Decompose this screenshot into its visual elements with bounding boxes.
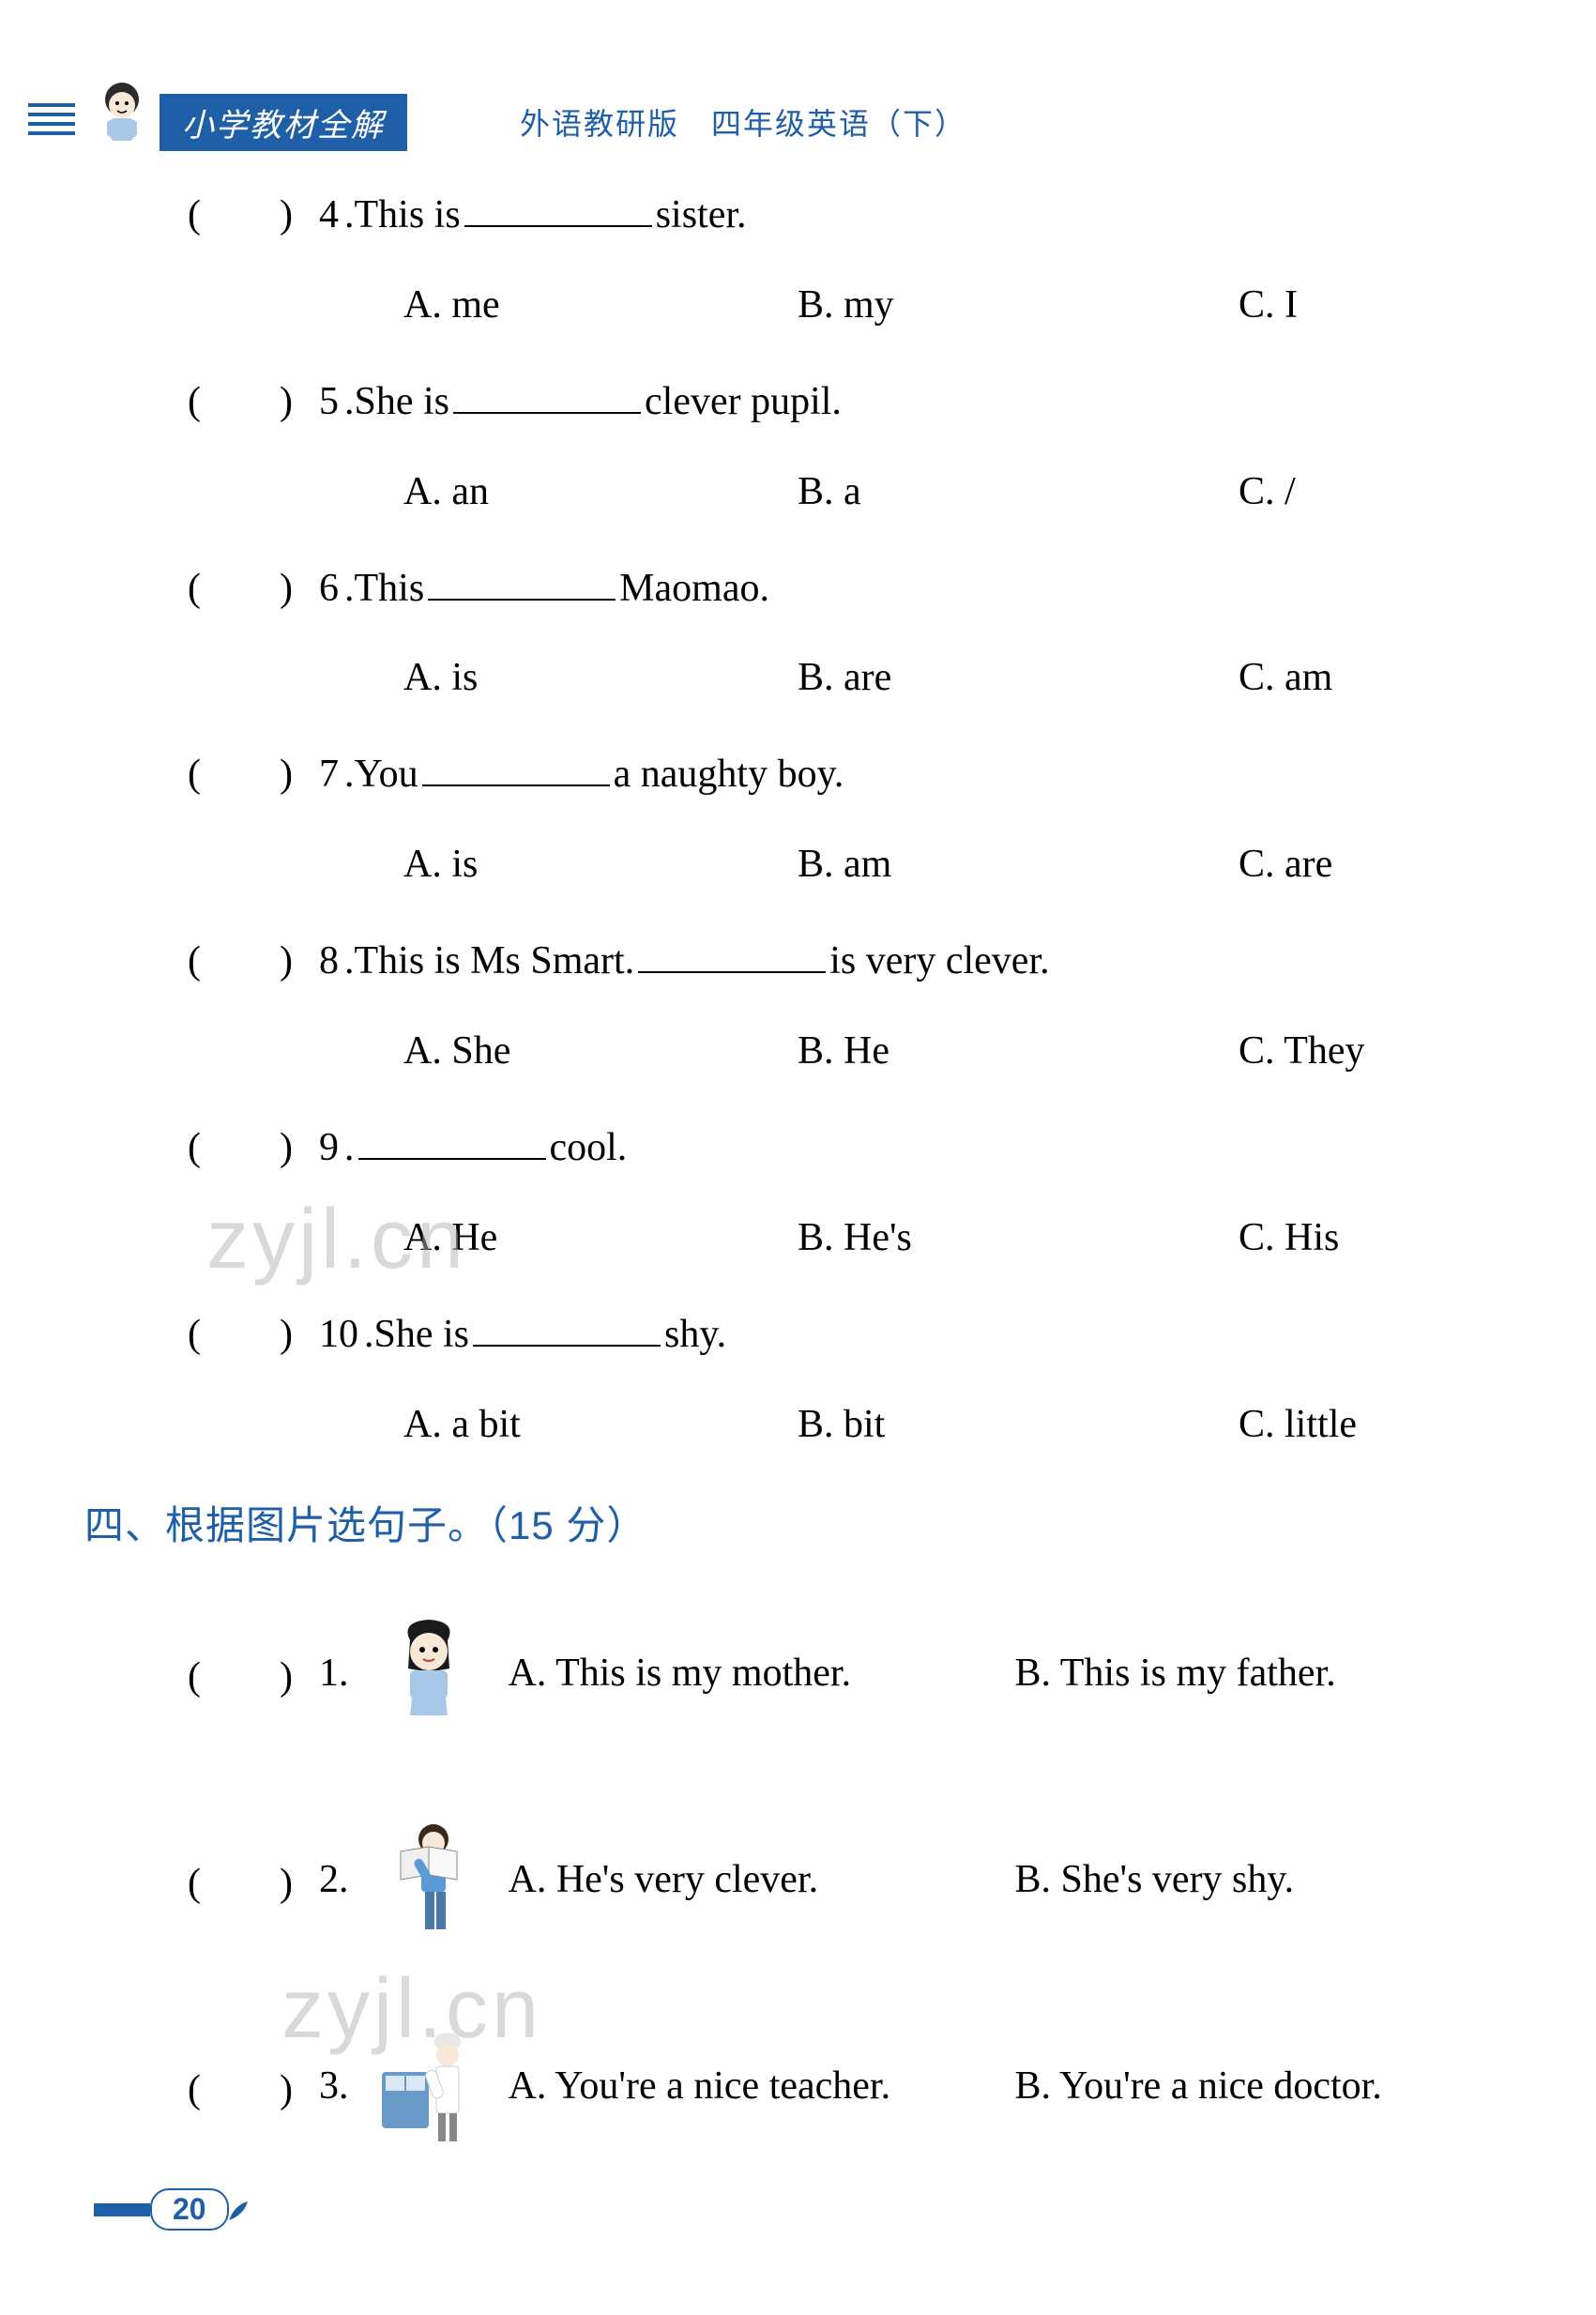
question-5: ( ) 5. She is clever pupil. A. an B. a C… <box>188 374 1483 514</box>
answer-paren[interactable]: ( ) <box>188 374 319 430</box>
punct: . <box>344 374 355 430</box>
question-text-part1: She is <box>355 374 450 430</box>
picture-question-1: ( ) 1. A. This is my mother. B. This is … <box>188 1598 1483 1748</box>
answer-paren[interactable]: ( ) <box>188 934 319 989</box>
punct: . <box>344 1120 355 1176</box>
header-title: 小学教材全解 <box>160 94 407 151</box>
fill-blank[interactable] <box>358 1124 546 1160</box>
header-decoration-lines <box>28 103 75 141</box>
question-4: ( ) 4. This is sister. A. me B. my C. I <box>188 188 1483 327</box>
question-text-part1: She is <box>374 1307 470 1363</box>
option-c[interactable]: C. are <box>1239 842 1332 887</box>
option-a[interactable]: A. This is my mother. <box>509 1651 1015 1696</box>
question-text-part2: is very clever. <box>829 934 1049 989</box>
picture-question-2: ( ) 2. A. He's very clever. B. She's ver… <box>188 1805 1483 1955</box>
page-number: 20 <box>150 2188 229 2231</box>
picture-question-3: ( ) 3. A. You're a nice teacher. B. You'… <box>188 2011 1483 2161</box>
question-text-part1: You <box>355 747 418 802</box>
punct: . <box>344 561 355 617</box>
answer-paren[interactable]: ( ) <box>188 1850 319 1908</box>
leaf-icon <box>225 2196 253 2224</box>
fill-blank[interactable] <box>453 378 641 414</box>
answer-paren[interactable]: ( ) <box>188 188 319 243</box>
option-a[interactable]: A. a bit <box>403 1402 798 1447</box>
question-text-part2: shy. <box>664 1307 726 1363</box>
question-text-part2: clever pupil. <box>645 374 842 430</box>
question-number: 2. <box>319 1857 349 1902</box>
punct: . <box>364 1307 374 1363</box>
answer-paren[interactable]: ( ) <box>188 561 319 617</box>
question-text-part1: This is <box>355 188 461 243</box>
fill-blank[interactable] <box>464 191 652 227</box>
page-number-container: 20 <box>94 2188 253 2231</box>
page-header: 小学教材全解 外语教研版 四年级英语（下） <box>28 84 1568 160</box>
fill-blank[interactable] <box>638 937 826 973</box>
girl-image-icon <box>368 1598 490 1748</box>
answer-paren[interactable]: ( ) <box>188 747 319 802</box>
option-a[interactable]: A. He <box>403 1215 798 1260</box>
question-number: 4 <box>319 188 339 243</box>
option-b[interactable]: B. He's <box>798 1215 1239 1260</box>
option-c[interactable]: C. They <box>1239 1028 1365 1074</box>
option-a[interactable]: A. me <box>403 282 798 327</box>
punct: . <box>344 747 355 802</box>
main-content: ( ) 4. This is sister. A. me B. my C. I … <box>188 188 1483 2217</box>
question-number: 7 <box>319 747 339 802</box>
option-b[interactable]: B. This is my father. <box>1015 1651 1336 1696</box>
option-b[interactable]: B. am <box>798 842 1239 887</box>
option-c[interactable]: C. I <box>1239 282 1298 327</box>
option-b[interactable]: B. bit <box>798 1402 1239 1447</box>
header-subtitle: 外语教研版 四年级英语（下） <box>520 100 966 144</box>
page-number-bar <box>94 2203 150 2216</box>
question-number: 1. <box>319 1651 349 1696</box>
question-number: 8 <box>319 934 339 989</box>
question-number: 3. <box>319 2064 349 2109</box>
question-number: 10 <box>319 1307 358 1363</box>
question-9: ( ) 9. cool. A. He B. He's C. His <box>188 1120 1483 1260</box>
option-c[interactable]: C. / <box>1239 469 1296 514</box>
option-c[interactable]: C. His <box>1239 1215 1339 1260</box>
option-b[interactable]: B. You're a nice doctor. <box>1015 2064 1382 2109</box>
option-b[interactable]: B. He <box>798 1028 1239 1074</box>
fill-blank[interactable] <box>473 1311 661 1347</box>
option-a[interactable]: A. an <box>403 469 798 514</box>
question-text-part2: Maomao. <box>619 561 769 617</box>
option-a[interactable]: A. He's very clever. <box>509 1857 1015 1902</box>
question-7: ( ) 7. You a naughty boy. A. is B. am C.… <box>188 747 1483 887</box>
option-a[interactable]: A. She <box>403 1028 798 1074</box>
option-c[interactable]: C. little <box>1239 1402 1357 1447</box>
option-a[interactable]: A. is <box>403 655 798 700</box>
question-8: ( ) 8. This is Ms Smart. is very clever.… <box>188 934 1483 1074</box>
question-text-part2: cool. <box>550 1120 628 1176</box>
section-4-title: 四、根据图片选句子。（15 分） <box>84 1494 1483 1551</box>
question-6: ( ) 6. This Maomao. A. is B. are C. am <box>188 561 1483 701</box>
answer-paren[interactable]: ( ) <box>188 1120 319 1176</box>
answer-paren[interactable]: ( ) <box>188 1307 319 1363</box>
header-avatar-icon <box>84 75 160 150</box>
question-number: 6 <box>319 561 339 617</box>
option-a[interactable]: A. is <box>403 842 798 887</box>
fill-blank[interactable] <box>428 565 616 601</box>
answer-paren[interactable]: ( ) <box>188 1644 319 1701</box>
punct: . <box>344 188 355 243</box>
doctor-image-icon <box>368 2011 490 2161</box>
option-b[interactable]: B. my <box>798 282 1239 327</box>
question-number: 5 <box>319 374 339 430</box>
option-c[interactable]: C. am <box>1239 655 1332 700</box>
question-text-part1: This <box>355 561 425 617</box>
option-b[interactable]: B. She's very shy. <box>1015 1857 1295 1902</box>
question-text-part2: a naughty boy. <box>614 747 844 802</box>
answer-paren[interactable]: ( ) <box>188 2057 319 2114</box>
boy-reading-image-icon <box>368 1805 490 1955</box>
question-text-part1: This is Ms Smart. <box>355 934 635 989</box>
option-a[interactable]: A. You're a nice teacher. <box>509 2064 1015 2109</box>
punct: . <box>344 934 355 989</box>
option-b[interactable]: B. are <box>798 655 1239 700</box>
question-text-part2: sister. <box>656 188 747 243</box>
question-number: 9 <box>319 1120 339 1176</box>
question-10: ( ) 10. She is shy. A. a bit B. bit C. l… <box>188 1307 1483 1447</box>
option-b[interactable]: B. a <box>798 469 1239 514</box>
fill-blank[interactable] <box>422 751 610 786</box>
